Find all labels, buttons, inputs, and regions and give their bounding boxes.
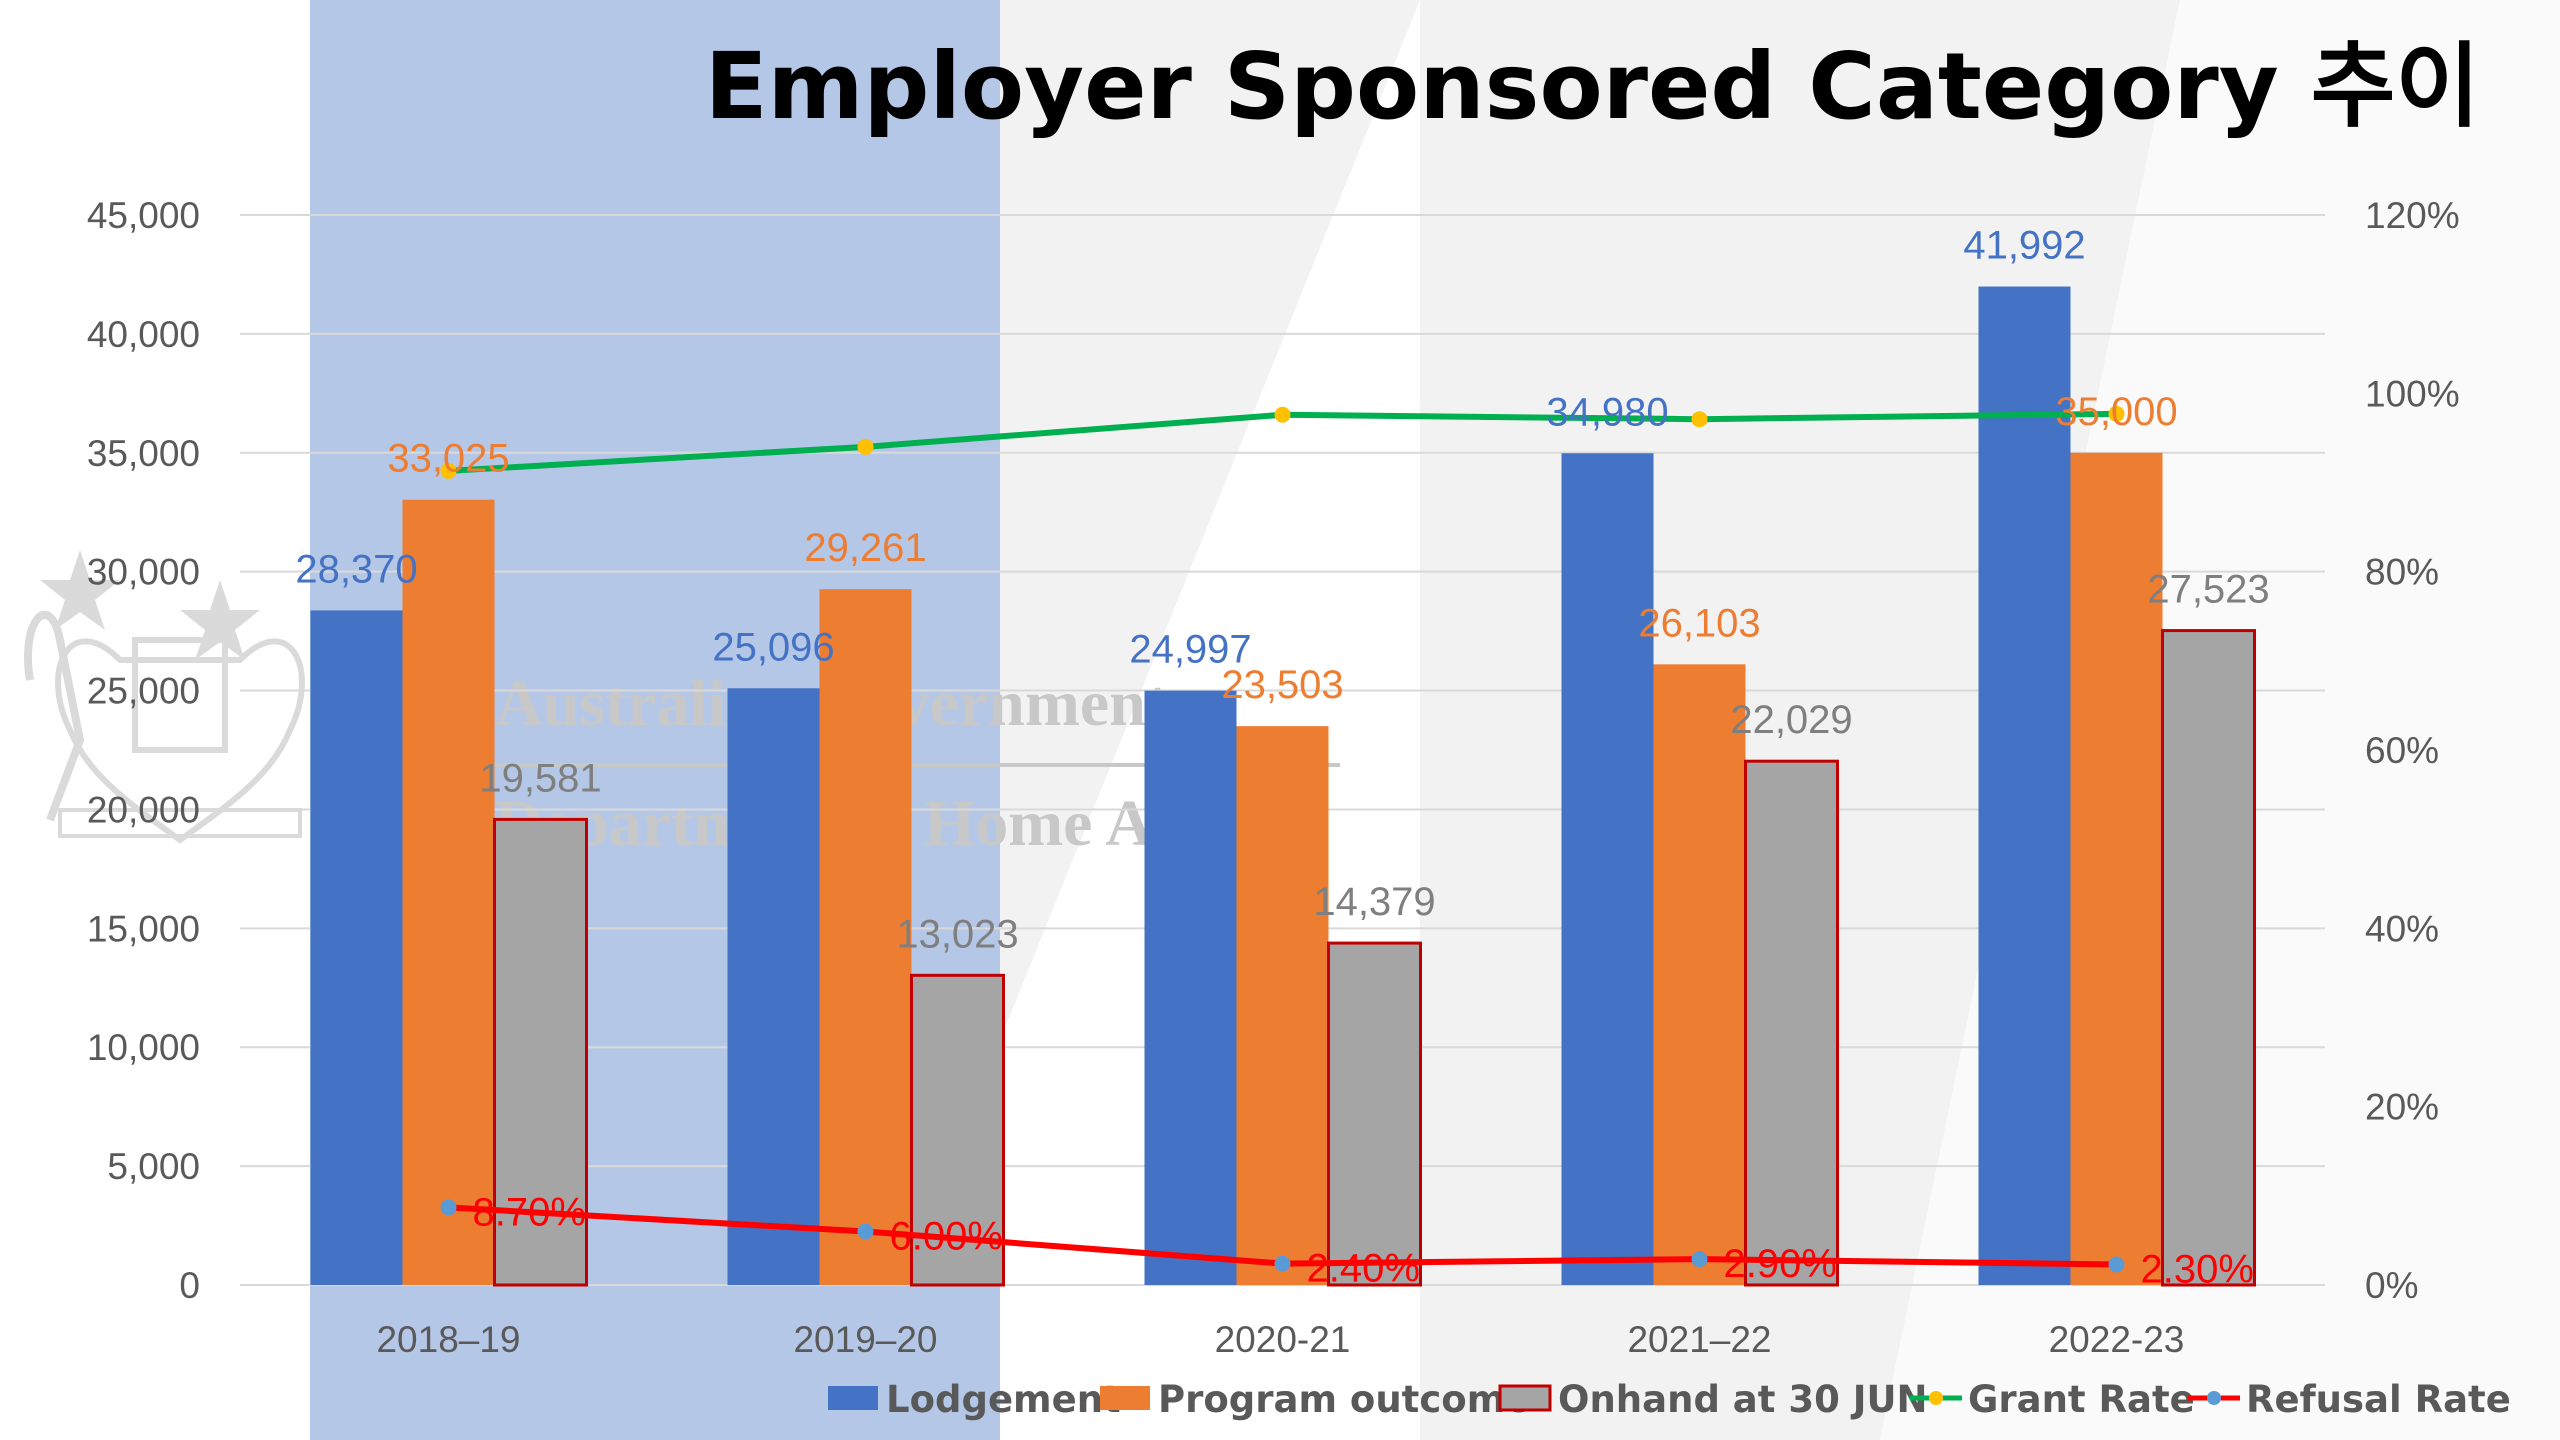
data-label: 13,023 [896,912,1018,956]
data-label: 28,370 [295,547,417,591]
bar-onhand-at-30-jun-1 [910,973,1005,1287]
bar-lodgement-1 [727,688,820,1285]
bar-program-outcome-4 [2070,452,2163,1285]
legend-label-lodgement: Lodgement [886,1378,1121,1421]
bar-lodgement-3 [1561,453,1654,1286]
y-right-tick-label: 0% [2365,1265,2418,1306]
bar-onhand-at-30-jun-4 [2161,629,2256,1287]
bar-program-outcome-0 [402,499,495,1285]
legend-label-onhand-at-30-jun: Onhand at 30 JUN [1558,1378,1928,1421]
y-left-tick-label: 25,000 [87,671,200,712]
y-left-tick-label: 30,000 [87,552,200,593]
legend-swatch-lodgement [828,1386,878,1410]
legend-swatch-program-outcome [1100,1386,1150,1410]
bar-series [310,286,2256,1287]
legend-label-refusal-rate: Refusal Rate [2246,1378,2511,1421]
bar-onhand-at-30-jun-2 [1327,941,1422,1287]
data-label: 34,980 [1546,390,1668,434]
axes: 0 5,000 10,000 15,000 20,000 25,000 30,000 35,0… [87,195,2460,1360]
y-right-tick-label: 100% [2365,373,2460,414]
legend-marker-refusal-rate [2207,1391,2221,1405]
legend-label-grant-rate: Grant Rate [1968,1378,2195,1421]
data-label: 35,000 [2055,390,2177,434]
data-label: 26,103 [1638,601,1760,645]
refusal-rate-label: 6.00% [890,1215,1003,1259]
bar-lodgement-0 [310,610,403,1285]
x-tick-label: 2018–19 [376,1319,520,1360]
bar-program-outcome-3 [1653,664,1746,1285]
y-left-tick-label: 10,000 [87,1027,200,1068]
y-left-tick-label: 20,000 [87,789,200,830]
bar-lodgement-4 [1978,286,2071,1285]
crest-banner [58,808,302,838]
refusal-rate-label: 8.70% [473,1190,586,1234]
refusal-rate-label: 2.30% [2141,1247,2254,1291]
refusal-rate-label: 2.40% [1307,1247,1420,1291]
refusal-rate-point-3 [1691,1251,1708,1268]
bar-program-outcome-1 [819,589,912,1285]
data-label: 25,096 [712,625,834,669]
kangaroo-shape [24,610,85,822]
crest-star [180,580,260,660]
refusal-rate-point-0 [440,1199,457,1216]
data-label: 29,261 [804,526,926,570]
crest-outline [55,638,305,844]
refusal-rate-point-1 [857,1223,874,1240]
grant-rate-point-4 [2108,405,2125,422]
y-left-tick-label: 45,000 [87,195,200,236]
refusal-rate-label: 2.90% [1724,1242,1837,1286]
crest-shield [132,637,228,753]
bar-onhand-at-30-jun-0 [493,817,588,1287]
grant-rate-point-3 [1691,411,1708,428]
y-right-tick-label: 120% [2365,195,2460,236]
bar-lodgement-2 [1144,690,1237,1285]
y-left-tick-label: 40,000 [87,314,200,355]
bar-program-outcome-2 [1236,726,1329,1285]
crest-emblem [24,550,305,844]
line-series [440,405,2125,1273]
data-label: 33,025 [387,437,509,481]
bar-onhand-at-30-jun-3 [1744,759,1839,1287]
y-right-tick-label: 60% [2365,730,2439,771]
data-label: 27,523 [2147,568,2269,612]
refusal-rate-point-2 [1274,1255,1291,1272]
x-tick-label: 2021–22 [1627,1319,1771,1360]
grant-rate-point-0 [440,462,457,479]
data-label: 14,379 [1313,880,1435,924]
y-right-tick-label: 20% [2365,1087,2439,1128]
x-tick-label: 2019–20 [793,1319,937,1360]
y-left-tick-label: 0 [179,1265,200,1306]
x-tick-label: 2022-23 [2049,1319,2185,1360]
data-labels: 28,370 25,096 24,997 34,980 41,992 33,025 29,2… [295,224,2269,1292]
legend-marker-grant-rate [1929,1391,1943,1405]
chart-legend: Lodgement Program outcome Onhand at 30 JUN… [828,1378,2511,1421]
data-label: 23,503 [1221,663,1343,707]
chart-title: Employer Sponsored Category 추이 [705,33,2480,140]
crest-star [40,550,120,630]
x-tick-label: 2020-21 [1215,1319,1351,1360]
y-right-tick-label: 80% [2365,552,2439,593]
grant-rate-point-1 [857,438,874,455]
y-left-tick-label: 35,000 [87,433,200,474]
data-label: 22,029 [1730,698,1852,742]
y-left-tick-label: 5,000 [107,1146,200,1187]
y-right-tick-label: 40% [2365,908,2439,949]
grant-rate-point-2 [1274,406,1291,423]
data-label: 19,581 [479,756,601,800]
refusal-rate-point-4 [2108,1256,2125,1273]
background-stripe [1000,0,1420,1040]
y-left-tick-label: 15,000 [87,908,200,949]
legend-label-program-outcome: Program outcome [1158,1378,1530,1421]
data-label: 24,997 [1129,628,1251,672]
legend-swatch-onhand-at-30-jun [1498,1384,1552,1412]
data-label: 41,992 [1963,224,2085,268]
